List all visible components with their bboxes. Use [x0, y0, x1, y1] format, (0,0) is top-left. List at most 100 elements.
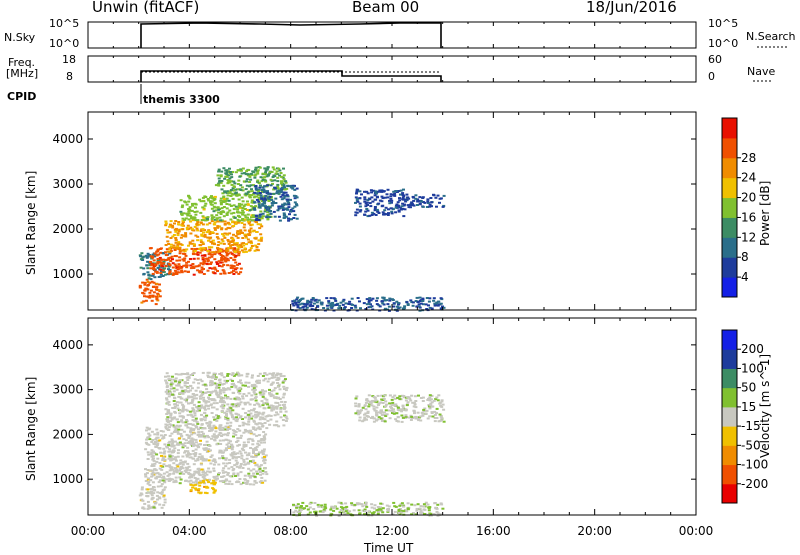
data-cell: [358, 410, 362, 413]
data-cell: [343, 512, 347, 515]
data-cell: [398, 504, 402, 507]
data-cell: [340, 503, 344, 506]
data-cell: [174, 403, 177, 406]
data-cell: [442, 306, 446, 309]
data-cell: [388, 299, 392, 302]
data-cell: [243, 416, 247, 419]
data-cell: [149, 278, 153, 281]
data-cell: [174, 459, 178, 462]
data-cell: [218, 225, 222, 228]
data-cell: [368, 401, 372, 403]
data-cell: [225, 415, 228, 418]
data-cell: [223, 401, 226, 404]
data-cell: [428, 394, 432, 397]
data-cell: [188, 423, 192, 425]
data-cell: [415, 204, 419, 206]
data-cell: [167, 272, 171, 275]
data-cell: [156, 262, 160, 265]
data-cell: [159, 430, 163, 432]
data-cell: [406, 502, 410, 505]
data-cell: [220, 170, 224, 173]
data-cell: [214, 376, 218, 379]
data-cell: [156, 457, 160, 460]
data-cell: [227, 483, 231, 485]
data-cell: [247, 385, 250, 388]
data-cell: [252, 420, 256, 423]
data-cell: [232, 269, 236, 272]
data-cell: [363, 404, 367, 407]
data-cell: [220, 188, 224, 191]
data-cell: [220, 398, 223, 401]
data-cell: [211, 382, 215, 385]
data-cell: [430, 205, 433, 208]
data-cell: [427, 304, 430, 307]
data-cell: [436, 399, 440, 402]
data-cell: [196, 458, 200, 460]
data-cell: [350, 502, 354, 505]
data-cell: [279, 189, 283, 192]
data-cell: [159, 271, 163, 274]
data-cell: [218, 373, 222, 375]
data-cell: [189, 402, 193, 405]
data-cell: [257, 468, 261, 471]
data-cell: [200, 435, 204, 438]
data-cell: [385, 504, 389, 507]
data-cell: [188, 453, 191, 456]
data-cell: [228, 427, 232, 430]
data-cell: [187, 441, 191, 444]
data-cell: [326, 307, 330, 310]
data-cell: [224, 248, 228, 251]
data-cell: [201, 223, 205, 226]
freq-label: Freq.: [8, 56, 36, 69]
data-cell: [203, 427, 207, 430]
data-cell: [182, 472, 186, 475]
data-cell: [228, 177, 232, 180]
data-cell: [242, 226, 246, 229]
data-cell: [180, 224, 184, 227]
data-cell: [296, 503, 300, 506]
data-cell: [317, 299, 321, 302]
data-cell: [168, 248, 172, 251]
data-cell: [279, 172, 283, 174]
data-cell: [238, 429, 242, 432]
data-cell: [250, 208, 254, 211]
data-cell: [238, 387, 242, 390]
power-colorbar-label: Power [dB]: [758, 180, 772, 246]
data-cell: [207, 481, 211, 484]
data-cell: [200, 249, 204, 252]
data-cell: [402, 510, 406, 513]
data-cell: [220, 389, 224, 392]
data-cell: [207, 467, 211, 470]
data-cell: [201, 228, 205, 231]
data-cell: [162, 456, 166, 459]
data-cell: [297, 299, 301, 302]
data-cell: [204, 416, 208, 419]
data-cell: [369, 299, 373, 302]
data-cell: [435, 396, 439, 399]
data-cell: [433, 417, 437, 419]
data-cell: [383, 299, 387, 302]
data-cell: [167, 457, 171, 460]
data-cell: [157, 481, 161, 484]
data-cell: [224, 479, 228, 482]
data-cell: [254, 422, 258, 425]
data-cell: [426, 198, 430, 201]
data-cell: [236, 245, 240, 248]
data-cell: [235, 441, 239, 443]
data-cell: [171, 226, 175, 229]
data-cell: [337, 501, 341, 504]
data-cell: [256, 194, 260, 197]
data-cell: [259, 439, 263, 442]
data-cell: [398, 199, 402, 202]
data-cell: [404, 399, 408, 402]
data-cell: [430, 201, 434, 204]
nave-tick-bottom: 0: [708, 70, 715, 83]
data-cell: [180, 471, 184, 474]
data-cell: [236, 169, 240, 172]
data-cell: [213, 382, 217, 385]
data-cell: [198, 492, 202, 495]
data-cell: [350, 297, 354, 300]
data-cell: [279, 375, 283, 378]
data-cell: [226, 373, 230, 375]
data-cell: [365, 298, 369, 301]
